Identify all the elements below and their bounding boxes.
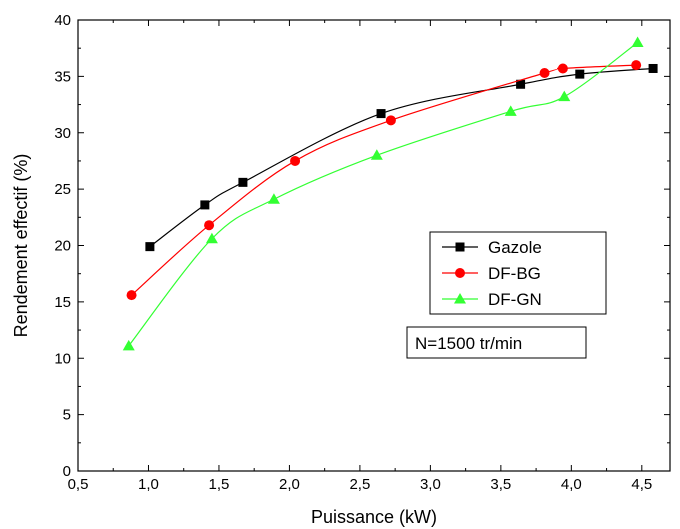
legend-label: Gazole <box>488 238 542 257</box>
data-point <box>205 232 218 244</box>
data-point <box>648 63 658 73</box>
data-point <box>238 177 248 187</box>
annotation-box <box>406 326 587 359</box>
y-tick-label: 5 <box>63 407 71 424</box>
data-point <box>370 149 383 160</box>
data-point <box>290 155 301 166</box>
y-tick-label: 35 <box>54 68 71 85</box>
series-gazole <box>145 63 658 252</box>
x-tick-label: 2,0 <box>279 476 300 493</box>
legend-item: DF-GN <box>442 290 542 309</box>
legend-items: Gazole DF-BG DF-GN <box>442 238 542 309</box>
y-tick-label: 15 <box>54 294 71 311</box>
data-point <box>516 79 526 89</box>
data-point <box>631 36 644 48</box>
y-tick-label: 0 <box>63 463 71 480</box>
x-tick-label: 3,5 <box>490 476 511 493</box>
y-tick-label: 30 <box>54 125 71 142</box>
data-point <box>200 200 210 210</box>
y-axis-title: Rendement effectif (%) <box>11 154 31 338</box>
legend-label: DF-BG <box>488 264 541 283</box>
data-point <box>126 290 137 301</box>
annotation-text: N=1500 tr/min <box>415 334 522 353</box>
legend-label: DF-GN <box>488 290 542 309</box>
data-point <box>558 90 571 102</box>
data-point <box>504 105 517 116</box>
legend: Gazole DF-BG DF-GN <box>429 231 607 315</box>
y-tick-label: 20 <box>54 238 71 255</box>
x-tick-label: 1,5 <box>209 476 230 493</box>
x-tick-label: 4,5 <box>631 476 652 493</box>
data-point <box>385 115 396 126</box>
legend-item: Gazole <box>442 238 542 257</box>
y-tick-label: 25 <box>54 181 71 198</box>
legend-marker <box>455 268 465 278</box>
data-point <box>376 109 386 119</box>
series-df-bg <box>126 60 642 301</box>
legend-marker <box>455 242 465 252</box>
series-layer <box>122 36 658 351</box>
data-point <box>575 69 585 79</box>
y-tick-label: 40 <box>54 12 71 29</box>
x-tick-label: 0,5 <box>68 476 89 493</box>
x-tick-label: 3,0 <box>420 476 441 493</box>
x-tick-label: 2,5 <box>349 476 370 493</box>
ticks-layer: 0,5 1,0 1,5 2,0 2,5 3,0 3,5 4,0 4,5 0 5 10 15 20 25 30 3… <box>54 12 670 493</box>
legend-item: DF-BG <box>442 264 541 283</box>
x-tick-label: 1,0 <box>138 476 159 493</box>
data-point <box>122 339 135 351</box>
data-point <box>631 60 642 71</box>
annotation: N=1500 tr/min <box>406 326 587 359</box>
data-point <box>267 193 280 204</box>
data-point <box>204 220 215 231</box>
data-point <box>539 67 550 78</box>
y-tick-label: 10 <box>54 350 71 367</box>
x-axis-title: Puissance (kW) <box>311 507 437 527</box>
data-point <box>145 242 155 252</box>
data-point <box>557 63 568 74</box>
series-df-gn <box>122 36 644 351</box>
legend-marker <box>454 293 466 304</box>
x-tick-label: 4,0 <box>561 476 582 493</box>
